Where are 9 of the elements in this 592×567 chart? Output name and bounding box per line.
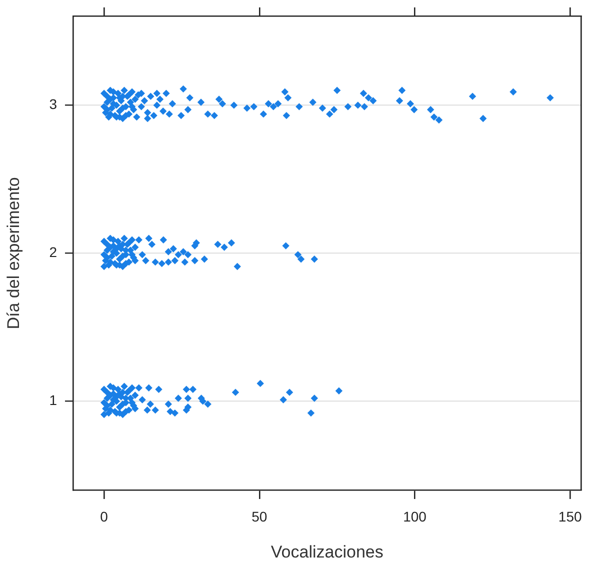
x-tick-label: 100 (403, 508, 427, 524)
y-tick-label: 2 (49, 244, 58, 260)
x-axis-title: Vocalizaciones (270, 542, 384, 562)
x-tick-label: 50 (252, 508, 268, 524)
x-tick-label: 150 (558, 508, 582, 524)
x-tick-label: 0 (100, 508, 108, 524)
y-tick-label: 1 (49, 392, 58, 408)
y-axis-title: Día del experimento (4, 177, 23, 330)
y-tick-label: 3 (49, 96, 58, 112)
